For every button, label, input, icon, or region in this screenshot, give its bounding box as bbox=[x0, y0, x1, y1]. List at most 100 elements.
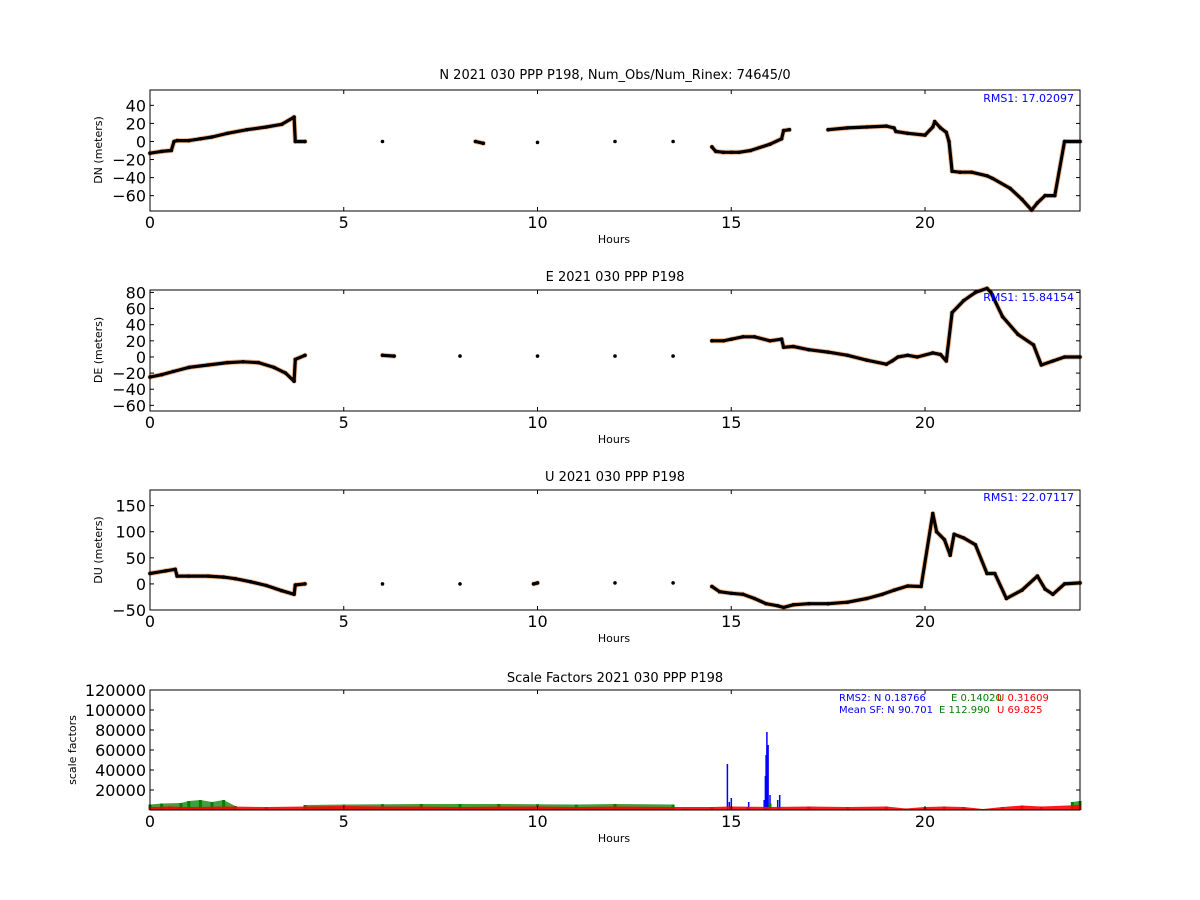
data-point bbox=[791, 344, 796, 349]
x-ticks: 0 5 10 15 20 bbox=[145, 690, 935, 831]
data-point bbox=[919, 584, 923, 589]
data-point bbox=[931, 125, 935, 129]
data-point bbox=[944, 130, 949, 135]
x-tick-label: 5 bbox=[339, 812, 349, 831]
y-tick-label: −40 bbox=[112, 169, 146, 188]
series-trace bbox=[710, 128, 791, 154]
data-point bbox=[737, 150, 741, 155]
data-point bbox=[989, 290, 993, 295]
data-point bbox=[206, 363, 210, 367]
data-point bbox=[958, 170, 962, 174]
y-tick-label: 20 bbox=[126, 114, 146, 133]
data-point bbox=[187, 365, 191, 370]
x-tick-label: 5 bbox=[339, 413, 349, 432]
data-point bbox=[245, 127, 249, 132]
data-point bbox=[1043, 193, 1047, 198]
data-point bbox=[481, 141, 486, 146]
y-ticks: 150 100 50 0 −50 bbox=[112, 497, 1080, 620]
data-point bbox=[973, 290, 978, 295]
data-point bbox=[613, 354, 617, 358]
data-point bbox=[206, 574, 210, 578]
y-tick-label: −20 bbox=[112, 151, 146, 170]
x-axis-label: Hours bbox=[598, 433, 630, 446]
y-tick-label: 60000 bbox=[95, 741, 146, 760]
panel-title: N 2021 030 PPP P198, Num_Obs/Num_Rinex: … bbox=[439, 68, 790, 83]
data-point bbox=[175, 574, 179, 578]
y-tick-label: 80000 bbox=[95, 721, 146, 740]
x-tick-label: 20 bbox=[915, 413, 935, 432]
x-tick-label: 15 bbox=[721, 812, 741, 831]
data-point bbox=[729, 337, 734, 342]
data-point bbox=[458, 582, 462, 586]
data-point bbox=[905, 584, 910, 588]
data-point bbox=[187, 138, 191, 143]
data-point bbox=[175, 138, 179, 143]
data-point bbox=[781, 605, 786, 610]
panel-title: Scale Factors 2021 030 PPP P198 bbox=[507, 671, 723, 686]
data-point bbox=[938, 126, 943, 130]
data-point bbox=[729, 150, 734, 155]
data-point bbox=[671, 581, 675, 585]
data-point bbox=[905, 353, 910, 358]
data-point bbox=[807, 347, 811, 352]
data-point bbox=[1008, 186, 1012, 191]
x-ticks: 0 5 10 15 20 bbox=[145, 490, 935, 631]
data-point bbox=[894, 129, 898, 134]
data-point bbox=[884, 124, 889, 128]
x-tick-label: 15 bbox=[721, 413, 741, 432]
x-tick-label: 20 bbox=[915, 213, 935, 232]
y-axis-label: DN (meters) bbox=[92, 116, 105, 184]
data-point bbox=[671, 354, 675, 358]
data-points bbox=[148, 732, 1082, 810]
data-point bbox=[1035, 201, 1040, 205]
up-displacement-panel: U 2021 030 PPP P198 DU (meters) Hours 15… bbox=[92, 470, 1083, 645]
data-point bbox=[241, 360, 245, 364]
y-tick-label: 60 bbox=[126, 300, 146, 319]
data-point bbox=[807, 601, 811, 606]
data-point bbox=[1000, 314, 1005, 319]
data-point bbox=[985, 286, 989, 291]
data-point bbox=[985, 571, 989, 576]
data-point bbox=[741, 335, 745, 339]
data-point bbox=[950, 310, 954, 315]
data-point bbox=[973, 543, 978, 547]
x-tick-label: 10 bbox=[527, 413, 547, 432]
data-point bbox=[292, 379, 296, 384]
y-tick-label: 80 bbox=[126, 283, 146, 302]
data-point bbox=[714, 149, 718, 154]
data-point bbox=[380, 582, 385, 586]
data-point bbox=[303, 139, 307, 144]
rms-annotation: RMS1: 15.84154 bbox=[983, 291, 1074, 304]
data-point bbox=[293, 583, 298, 587]
y-tick-label: −50 bbox=[112, 601, 146, 620]
y-tick-label: −40 bbox=[112, 380, 146, 399]
data-point bbox=[280, 122, 284, 127]
x-axis-label: Hours bbox=[598, 832, 630, 845]
x-tick-label: 0 bbox=[145, 812, 155, 831]
data-point bbox=[225, 360, 230, 365]
data-point bbox=[292, 115, 296, 119]
data-point bbox=[845, 353, 850, 358]
data-point bbox=[938, 352, 943, 357]
x-tick-label: 10 bbox=[527, 812, 547, 831]
y-tick-label: 150 bbox=[115, 497, 146, 516]
x-tick-label: 0 bbox=[145, 612, 155, 631]
data-point bbox=[779, 337, 784, 342]
legend-meansf-e: E 112.990 bbox=[939, 705, 990, 716]
y-tick-label: 40 bbox=[126, 96, 146, 115]
y-tick-label: 100000 bbox=[85, 701, 146, 720]
data-point bbox=[931, 351, 935, 355]
data-point bbox=[741, 592, 745, 597]
y-axis-label: DU (meters) bbox=[92, 516, 105, 583]
x-tick-label: 5 bbox=[339, 213, 349, 232]
data-point bbox=[896, 355, 900, 359]
data-point bbox=[764, 601, 768, 606]
data-point bbox=[671, 139, 675, 144]
data-point bbox=[962, 298, 966, 303]
data-point bbox=[1004, 596, 1009, 601]
scale-factor-u-band bbox=[150, 805, 1080, 810]
data-point bbox=[613, 581, 617, 585]
plot-frame bbox=[149, 89, 1081, 212]
data-point bbox=[934, 529, 939, 534]
data-point bbox=[198, 137, 203, 141]
